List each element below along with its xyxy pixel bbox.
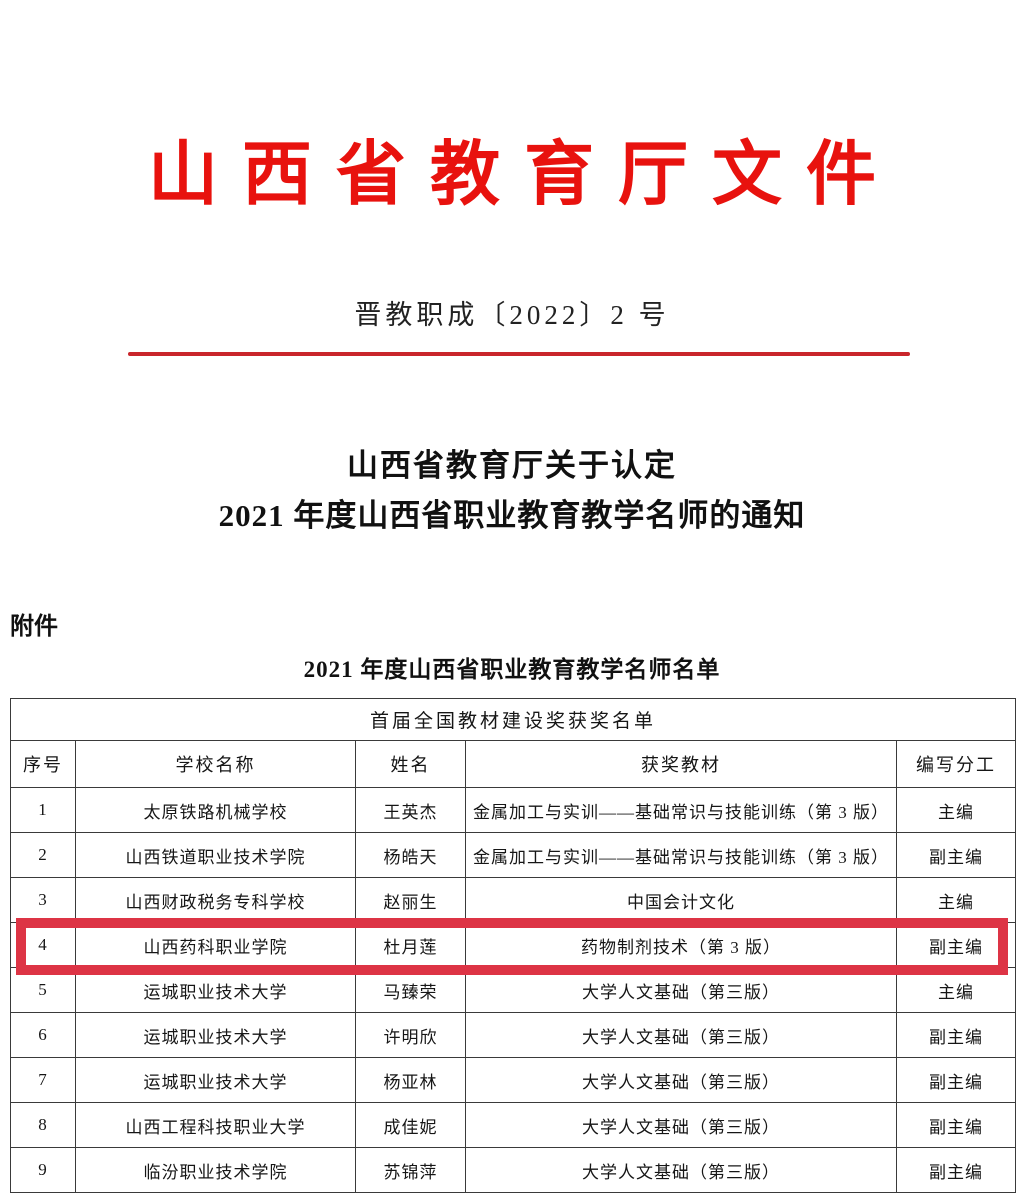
- notice-title-line1: 山西省教育厅关于认定: [347, 448, 677, 483]
- table-row: 2 山西铁道职业技术学院 杨皓天 金属加工与实训——基础常识与技能训练（第 3 …: [10, 832, 1017, 878]
- cell-index: 3: [10, 877, 76, 923]
- cell-name: 赵丽生: [355, 877, 466, 923]
- cell-role: 主编: [895, 787, 1017, 833]
- cell-textbook: 大学人文基础（第三版）: [465, 1012, 897, 1058]
- cell-name: 杨亚林: [355, 1057, 466, 1103]
- cell-role: 主编: [895, 967, 1017, 1013]
- red-separator-line: [128, 352, 910, 356]
- cell-school: 运城职业技术大学: [75, 1012, 356, 1058]
- cell-index: 4: [10, 922, 76, 968]
- cell-textbook: 大学人文基础（第三版）: [465, 967, 897, 1013]
- cell-school: 山西药科职业学院: [75, 922, 356, 968]
- cell-role: 副主编: [895, 1147, 1017, 1193]
- cell-role: 副主编: [895, 1057, 1017, 1103]
- column-header-role: 编写分工: [895, 740, 1017, 788]
- column-header-school: 学校名称: [75, 740, 356, 788]
- table-row: 3 山西财政税务专科学校 赵丽生 中国会计文化 主编: [10, 877, 1017, 923]
- table-row: 8 山西工程科技职业大学 成佳妮 大学人文基础（第三版） 副主编: [10, 1102, 1017, 1148]
- cell-role: 副主编: [895, 1102, 1017, 1148]
- cell-index: 7: [10, 1057, 76, 1103]
- cell-name: 杨皓天: [355, 832, 466, 878]
- cell-role: 副主编: [895, 1012, 1017, 1058]
- cell-textbook: 金属加工与实训——基础常识与技能训练（第 3 版）: [465, 832, 897, 878]
- cell-textbook: 大学人文基础（第三版）: [465, 1102, 897, 1148]
- cell-school: 临汾职业技术学院: [75, 1147, 356, 1193]
- table-row: 1 太原铁路机械学校 王英杰 金属加工与实训——基础常识与技能训练（第 3 版）…: [10, 787, 1017, 833]
- column-header-index: 序号: [10, 740, 76, 788]
- cell-name: 苏锦萍: [355, 1147, 466, 1193]
- attachment-label: 附件: [10, 613, 58, 640]
- cell-index: 5: [10, 967, 76, 1013]
- cell-role: 副主编: [895, 832, 1017, 878]
- cell-textbook: 大学人文基础（第三版）: [465, 1057, 897, 1103]
- column-header-name: 姓名: [355, 740, 466, 788]
- cell-textbook: 大学人文基础（第三版）: [465, 1147, 897, 1193]
- cell-school: 山西铁道职业技术学院: [75, 832, 356, 878]
- cell-school: 运城职业技术大学: [75, 1057, 356, 1103]
- cell-school: 山西工程科技职业大学: [75, 1102, 356, 1148]
- cell-textbook: 药物制剂技术（第 3 版）: [465, 922, 897, 968]
- cell-name: 杜月莲: [355, 922, 466, 968]
- cell-name: 许明欣: [355, 1012, 466, 1058]
- notice-title-line2: 2021 年度山西省职业教育教学名师的通知: [218, 498, 806, 533]
- table-header-row: 序号 学校名称 姓名 获奖教材 编写分工: [10, 740, 1017, 788]
- column-header-textbook: 获奖教材: [465, 740, 897, 788]
- table-row-highlighted: 4 山西药科职业学院 杜月莲 药物制剂技术（第 3 版） 副主编: [10, 922, 1017, 968]
- cell-role: 主编: [895, 877, 1017, 923]
- cell-index: 2: [10, 832, 76, 878]
- cell-index: 9: [10, 1147, 76, 1193]
- agency-header-title: 山西省教育厅文件: [148, 137, 900, 214]
- table-row: 9 临汾职业技术学院 苏锦萍 大学人文基础（第三版） 副主编: [10, 1147, 1017, 1193]
- cell-textbook: 中国会计文化: [465, 877, 897, 923]
- table-merged-title: 首届全国教材建设奖获奖名单: [9, 698, 1017, 741]
- award-table: 首届全国教材建设奖获奖名单 序号 学校名称 姓名 获奖教材 编写分工 1 太原铁…: [9, 698, 1017, 1193]
- document-number: 晋教职成〔2022〕2 号: [354, 300, 670, 330]
- cell-index: 8: [10, 1102, 76, 1148]
- cell-index: 1: [10, 787, 76, 833]
- table-merged-title-row: 首届全国教材建设奖获奖名单: [9, 698, 1017, 741]
- cell-index: 6: [10, 1012, 76, 1058]
- cell-name: 成佳妮: [355, 1102, 466, 1148]
- cell-name: 王英杰: [355, 787, 466, 833]
- award-list-title: 2021 年度山西省职业教育教学名师名单: [303, 657, 721, 682]
- cell-textbook: 金属加工与实训——基础常识与技能训练（第 3 版）: [465, 787, 897, 833]
- table-row: 5 运城职业技术大学 马臻荣 大学人文基础（第三版） 主编: [10, 967, 1017, 1013]
- cell-school: 运城职业技术大学: [75, 967, 356, 1013]
- cell-school: 山西财政税务专科学校: [75, 877, 356, 923]
- cell-school: 太原铁路机械学校: [75, 787, 356, 833]
- cell-name: 马臻荣: [355, 967, 466, 1013]
- table-row: 6 运城职业技术大学 许明欣 大学人文基础（第三版） 副主编: [10, 1012, 1017, 1058]
- cell-role: 副主编: [895, 922, 1017, 968]
- table-row: 7 运城职业技术大学 杨亚林 大学人文基础（第三版） 副主编: [10, 1057, 1017, 1103]
